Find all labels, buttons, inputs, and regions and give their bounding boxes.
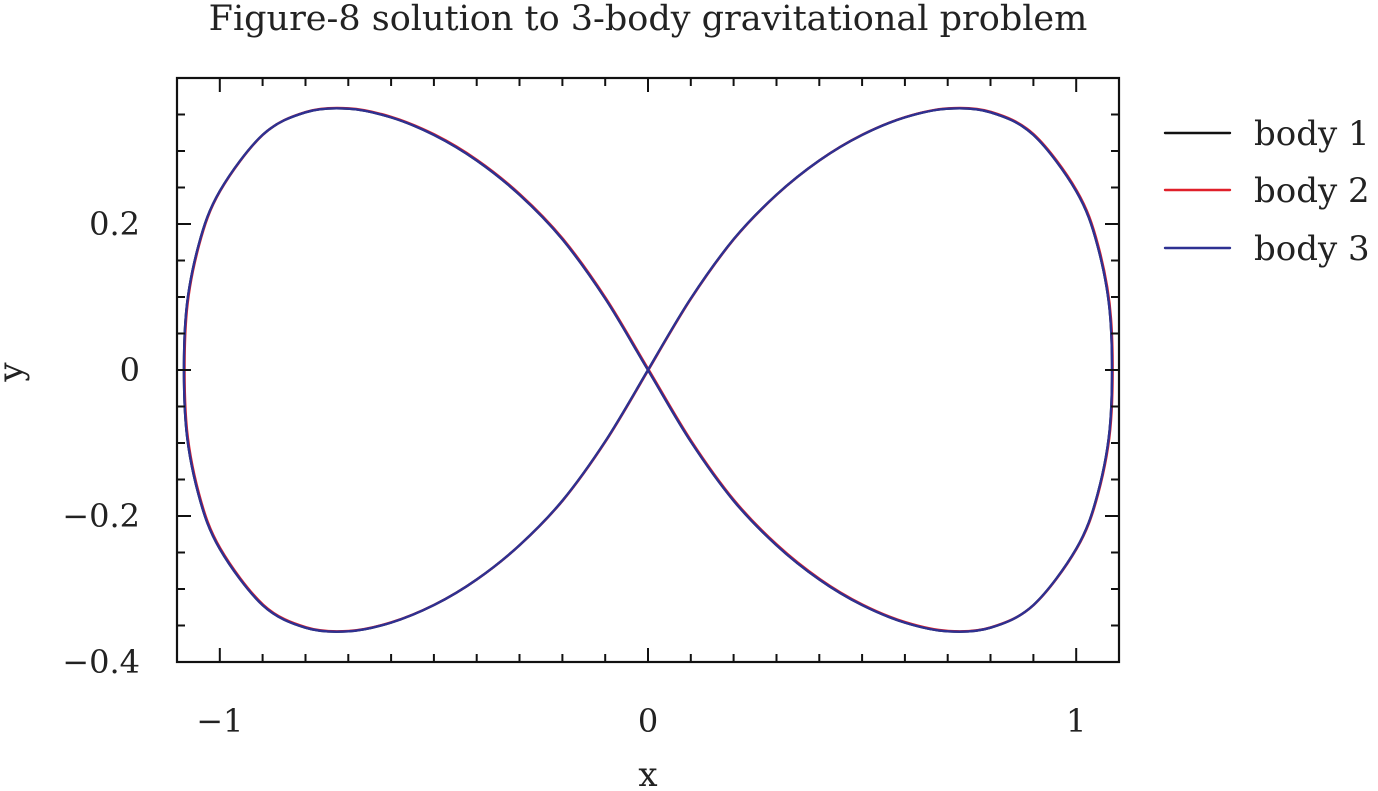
x-tick-label: 1 xyxy=(1066,702,1086,740)
series-layer xyxy=(182,106,1114,633)
x-tick-label: −1 xyxy=(196,702,243,740)
chart-title: Figure-8 solution to 3-body gravitationa… xyxy=(209,0,1088,39)
y-tick-label: −0.2 xyxy=(62,497,140,535)
y-tick-label: −0.4 xyxy=(62,643,140,681)
x-axis-label: x xyxy=(638,755,657,791)
legend-label-body-3: body 3 xyxy=(1254,229,1370,269)
series-line-body-3 xyxy=(182,107,1114,633)
y-axis-label: y xyxy=(0,362,31,383)
y-tick-label: 0.2 xyxy=(89,205,140,243)
legend-label-body-1: body 1 xyxy=(1254,114,1370,154)
legend: body 1 body 2 body 3 xyxy=(1163,114,1370,269)
y-tick-label: 0 xyxy=(120,351,140,389)
legend-label-body-2: body 2 xyxy=(1254,171,1370,211)
ticks-layer: −1 0 1 −0.4 −0.2 0 0.2 xyxy=(62,77,1120,740)
x-tick-label: 0 xyxy=(638,702,658,740)
